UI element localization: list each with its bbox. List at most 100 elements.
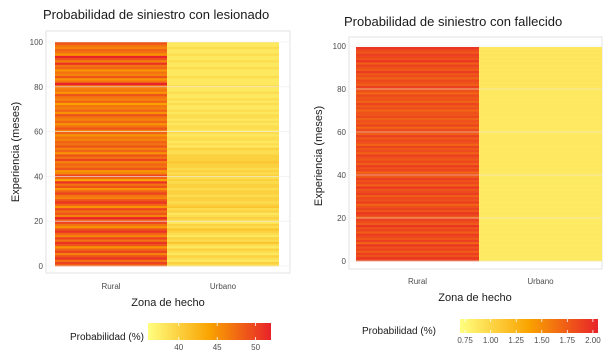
- heatmap-cell-rural: [55, 111, 167, 115]
- heatmap-cell-urbano: [167, 189, 279, 193]
- heatmap-cell-rural: [55, 104, 167, 108]
- heatmap-cell-rural: [356, 198, 479, 202]
- heatmap-cell-rural: [356, 246, 479, 249]
- heatmap-cell-urbano: [479, 115, 602, 119]
- heatmap-cell-rural: [356, 213, 479, 217]
- heatmap-cell-urbano: [479, 139, 602, 142]
- heatmap-cell-urbano: [479, 66, 602, 69]
- heatmap-cell-urbano: [167, 178, 279, 182]
- heatmap-cell-urbano: [167, 111, 279, 115]
- heatmap-cell-rural: [356, 211, 479, 215]
- x-tick-label: Urbano: [210, 282, 237, 291]
- heatmap-cell-rural: [356, 156, 479, 159]
- heatmap-cell-rural: [55, 183, 167, 186]
- heatmap-cell-rural: [356, 228, 479, 232]
- heatmap-cell-rural: [356, 121, 479, 125]
- heatmap-cell-rural: [356, 151, 479, 155]
- heatmap-cell-rural: [55, 66, 167, 70]
- heatmap-cell-rural: [55, 254, 167, 258]
- heatmap-cell-rural: [356, 160, 479, 163]
- heatmap-cell-urbano: [167, 221, 279, 224]
- chart-fallecido: Probabilidad de siniestro con fallecido …: [313, 14, 603, 345]
- heatmap-cell-urbano: [479, 72, 602, 76]
- color-legend: Probabilidad (%) 40 45 50: [70, 323, 271, 352]
- heatmap-cell-rural: [55, 86, 167, 90]
- heatmap-cell-rural: [356, 47, 479, 50]
- heatmap-cell-rural: [356, 61, 479, 65]
- heatmap-cell-rural: [55, 154, 167, 157]
- heatmap-cell-urbano: [167, 234, 279, 238]
- heatmap-cell-rural: [356, 49, 479, 52]
- heatmap-cell-rural: [55, 178, 167, 182]
- heatmap-cell-urbano: [479, 134, 602, 138]
- heatmap-cell-urbano: [167, 245, 279, 249]
- heatmap-cell-urbano: [167, 239, 279, 242]
- heatmap-cell-urbano: [167, 75, 279, 79]
- heatmap-cell-urbano: [167, 158, 279, 162]
- x-axis-ticks: Rural Urbano: [101, 282, 236, 291]
- heatmap-cell-rural: [55, 68, 167, 72]
- heatmap-cell-rural: [55, 234, 167, 238]
- heatmap-cell-rural: [356, 177, 479, 181]
- heatmap-cell-rural: [55, 136, 167, 139]
- heatmap-cell-rural: [356, 171, 479, 174]
- heatmap-cell-rural: [356, 166, 479, 170]
- heatmap-cell-rural: [356, 149, 479, 153]
- heatmap-cell-rural: [356, 139, 479, 142]
- heatmap-cell-urbano: [167, 133, 279, 137]
- heatmap-cell-rural: [55, 113, 167, 117]
- heatmap-cell-rural: [55, 84, 167, 88]
- heatmap-cell-rural: [356, 115, 479, 119]
- heatmap-cell-urbano: [479, 49, 602, 52]
- x-tick-label: Urbano: [527, 277, 554, 286]
- heatmap-cell-rural: [55, 201, 167, 204]
- heatmap-cell-urbano: [479, 177, 602, 181]
- heatmap-cell-urbano: [479, 128, 602, 131]
- heatmap-cell-rural: [356, 175, 479, 178]
- heatmap-cell-rural: [55, 95, 167, 99]
- heatmap-cell-urbano: [479, 113, 602, 116]
- heatmap-cell-urbano: [479, 102, 602, 106]
- y-axis-title: Experiencia (meses): [10, 102, 22, 202]
- heatmap-cell-rural: [356, 258, 479, 262]
- y-tick-label: 100: [30, 38, 44, 47]
- heatmap-cell-rural: [55, 205, 167, 209]
- heatmap-cell-rural: [55, 57, 167, 61]
- heatmap-cell-urbano: [479, 256, 602, 260]
- heatmap-cell-urbano: [479, 203, 602, 206]
- x-tick-label: Rural: [101, 282, 120, 291]
- heatmap-cell-rural: [356, 248, 479, 251]
- heatmap-cell-rural: [55, 127, 167, 130]
- heatmap-cell-rural: [356, 250, 479, 253]
- heatmap-cell-rural: [55, 48, 167, 52]
- heatmap-cell-rural: [356, 81, 479, 84]
- heatmap-cell-rural: [55, 109, 167, 112]
- heatmap-cell-urbano: [167, 84, 279, 88]
- heatmap-cell-urbano: [167, 171, 279, 175]
- heatmap-cell-urbano: [479, 132, 602, 136]
- legend-colorbar: [460, 319, 598, 333]
- heatmap-cell-urbano: [167, 77, 279, 81]
- heatmap-cell-rural: [356, 124, 479, 127]
- heatmap-cell-urbano: [167, 106, 279, 110]
- heatmap-cell-urbano: [167, 53, 279, 56]
- heatmap-cell-rural: [356, 190, 479, 193]
- heatmap-cell-urbano: [479, 149, 602, 153]
- heatmap-cell-urbano: [167, 86, 279, 90]
- heatmap-cell-urbano: [479, 194, 602, 198]
- heatmap-cell-urbano: [167, 160, 279, 164]
- heatmap-cell-urbano: [167, 68, 279, 72]
- heatmap-cell-urbano: [479, 143, 602, 146]
- heatmap-cell-urbano: [167, 257, 279, 260]
- heatmap-cell-urbano: [167, 154, 279, 157]
- y-tick-label: 0: [342, 257, 347, 266]
- heatmap-cell-rural: [55, 203, 167, 206]
- heatmap-cell-urbano: [167, 89, 279, 92]
- heatmap-cell-rural: [55, 98, 167, 101]
- heatmap-cell-urbano: [479, 109, 602, 112]
- heatmap-cell-rural: [55, 149, 167, 153]
- heatmap-cell-urbano: [167, 50, 279, 54]
- heatmap-cell-urbano: [167, 243, 279, 247]
- heatmap-cell-urbano: [167, 118, 279, 121]
- heatmap-cell-urbano: [479, 74, 602, 78]
